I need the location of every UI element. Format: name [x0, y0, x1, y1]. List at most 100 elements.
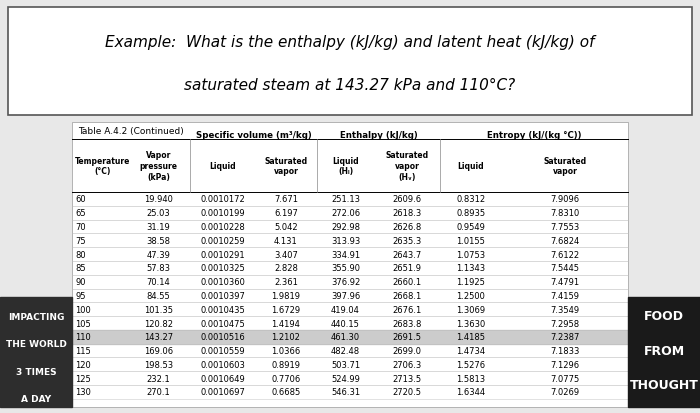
Text: 47.39: 47.39 [146, 250, 170, 259]
Text: 1.2102: 1.2102 [272, 332, 300, 342]
Text: 65: 65 [75, 209, 85, 218]
Text: 1.5813: 1.5813 [456, 374, 486, 383]
Text: 1.4734: 1.4734 [456, 346, 486, 355]
Text: 355.90: 355.90 [331, 264, 360, 273]
Text: 70.14: 70.14 [146, 278, 170, 287]
Text: 130: 130 [75, 387, 91, 396]
Text: 0.0010360: 0.0010360 [200, 278, 245, 287]
Text: 546.31: 546.31 [331, 387, 360, 396]
Text: Saturated
vapor
(Hᵥ): Saturated vapor (Hᵥ) [386, 151, 428, 181]
Text: 272.06: 272.06 [331, 209, 360, 218]
Text: 0.0010649: 0.0010649 [200, 374, 245, 383]
Text: 110: 110 [75, 332, 91, 342]
Text: 0.0010435: 0.0010435 [200, 305, 245, 314]
Text: Specific volume (m³/kg): Specific volume (m³/kg) [195, 131, 312, 140]
Text: 0.6685: 0.6685 [272, 387, 300, 396]
Text: 2720.5: 2720.5 [393, 387, 421, 396]
Text: 2626.8: 2626.8 [393, 223, 421, 231]
Text: 0.0010516: 0.0010516 [200, 332, 245, 342]
Bar [0, 297, 72, 407]
Text: 313.93: 313.93 [331, 236, 360, 245]
Text: 1.3069: 1.3069 [456, 305, 486, 314]
Text: 120: 120 [75, 360, 91, 369]
Text: 57.83: 57.83 [146, 264, 171, 273]
Text: 1.6344: 1.6344 [456, 387, 486, 396]
Text: 0.7706: 0.7706 [272, 374, 300, 383]
Text: 7.3549: 7.3549 [550, 305, 580, 314]
Text: 143.27: 143.27 [144, 332, 173, 342]
Text: 1.2500: 1.2500 [456, 291, 485, 300]
Text: 7.0269: 7.0269 [550, 387, 580, 396]
Text: A DAY: A DAY [21, 394, 51, 403]
Text: 5.042: 5.042 [274, 223, 298, 231]
Text: 2683.8: 2683.8 [392, 319, 421, 328]
Text: Entropy (kJ/(kg °C)): Entropy (kJ/(kg °C)) [486, 131, 581, 140]
Text: 0.0010475: 0.0010475 [200, 319, 245, 328]
Text: 7.6824: 7.6824 [550, 236, 580, 245]
Text: 0.8919: 0.8919 [272, 360, 300, 369]
Text: 2.828: 2.828 [274, 264, 298, 273]
Text: 198.53: 198.53 [144, 360, 173, 369]
Text: 3 TIMES: 3 TIMES [15, 367, 56, 376]
Text: 7.6122: 7.6122 [550, 250, 580, 259]
Text: 125: 125 [75, 374, 91, 383]
Text: Liquid: Liquid [458, 161, 484, 171]
Text: 0.0010325: 0.0010325 [200, 264, 245, 273]
Text: 115: 115 [75, 346, 91, 355]
Bar [72, 330, 628, 344]
Text: Enthalpy (kJ/kg): Enthalpy (kJ/kg) [340, 131, 417, 140]
Text: 4.131: 4.131 [274, 236, 298, 245]
Text: 397.96: 397.96 [331, 291, 360, 300]
Text: 84.55: 84.55 [146, 291, 170, 300]
Text: 1.1343: 1.1343 [456, 264, 486, 273]
Text: 2609.6: 2609.6 [393, 195, 421, 204]
Text: 60: 60 [75, 195, 85, 204]
Text: 1.3630: 1.3630 [456, 319, 486, 328]
Text: 270.1: 270.1 [146, 387, 170, 396]
Text: Temperature
(°C): Temperature (°C) [75, 156, 130, 176]
Text: 95: 95 [75, 291, 85, 300]
Text: 419.04: 419.04 [331, 305, 360, 314]
Text: 7.2958: 7.2958 [550, 319, 580, 328]
Text: 7.1833: 7.1833 [550, 346, 580, 355]
Text: 75: 75 [75, 236, 85, 245]
Text: 1.9819: 1.9819 [272, 291, 300, 300]
Text: Vapor
pressure
(kPa): Vapor pressure (kPa) [139, 151, 178, 181]
Text: 2660.1: 2660.1 [393, 278, 421, 287]
Text: FOOD: FOOD [644, 310, 684, 323]
Text: 2.361: 2.361 [274, 278, 298, 287]
Text: 7.9096: 7.9096 [550, 195, 580, 204]
Text: 7.4791: 7.4791 [550, 278, 580, 287]
Text: 1.0753: 1.0753 [456, 250, 486, 259]
Text: 0.0010397: 0.0010397 [200, 291, 245, 300]
Text: 0.8312: 0.8312 [456, 195, 486, 204]
Text: 376.92: 376.92 [331, 278, 360, 287]
Text: 31.19: 31.19 [146, 223, 170, 231]
Text: Liquid: Liquid [209, 161, 236, 171]
Text: Example:  What is the enthalpy (kJ/kg) and latent heat (kJ/kg) of: Example: What is the enthalpy (kJ/kg) an… [105, 35, 595, 50]
Text: 461.30: 461.30 [331, 332, 360, 342]
Text: 2691.5: 2691.5 [393, 332, 421, 342]
Text: saturated steam at 143.27 kPa and 110°C?: saturated steam at 143.27 kPa and 110°C? [184, 78, 516, 93]
Text: 524.99: 524.99 [331, 374, 360, 383]
Text: 2706.3: 2706.3 [393, 360, 421, 369]
Text: 120.82: 120.82 [144, 319, 173, 328]
Text: FROM: FROM [643, 344, 685, 357]
Text: 19.940: 19.940 [144, 195, 173, 204]
Text: 7.5445: 7.5445 [550, 264, 580, 273]
Text: 101.35: 101.35 [144, 305, 173, 314]
Text: 6.197: 6.197 [274, 209, 298, 218]
Bar [72, 123, 628, 407]
Text: 1.5276: 1.5276 [456, 360, 486, 369]
Text: 0.0010228: 0.0010228 [200, 223, 245, 231]
Text: 38.58: 38.58 [146, 236, 171, 245]
Text: 0.0010172: 0.0010172 [200, 195, 245, 204]
Text: 7.8310: 7.8310 [550, 209, 580, 218]
Text: 0.0010199: 0.0010199 [200, 209, 245, 218]
Text: Liquid
(Hₗ): Liquid (Hₗ) [332, 156, 359, 176]
Text: 1.4194: 1.4194 [272, 319, 300, 328]
Text: 232.1: 232.1 [146, 374, 170, 383]
Text: 482.48: 482.48 [331, 346, 360, 355]
Text: 80: 80 [75, 250, 85, 259]
Text: 7.1296: 7.1296 [550, 360, 580, 369]
